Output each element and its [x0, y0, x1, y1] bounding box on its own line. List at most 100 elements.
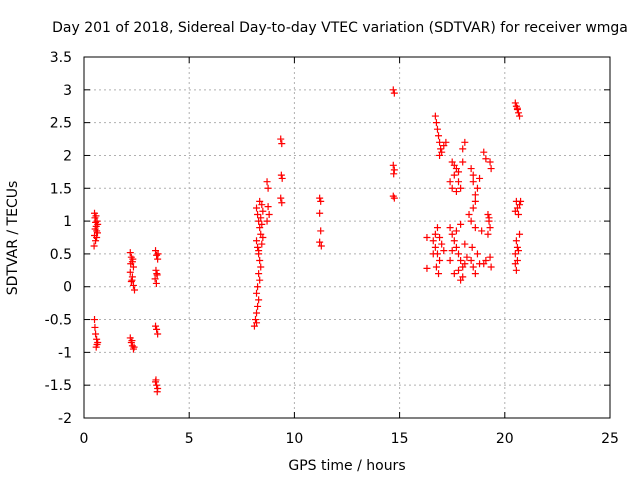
y-tick-label: 3	[63, 83, 72, 99]
data-point	[514, 211, 522, 219]
data-point	[93, 234, 101, 241]
data-point	[429, 237, 437, 245]
data-point	[316, 209, 324, 217]
data-point	[154, 250, 162, 258]
data-point	[455, 178, 463, 186]
grid	[84, 57, 610, 418]
data-point	[129, 281, 137, 289]
y-axis-title: SDTVAR / TECUs	[5, 181, 21, 296]
data-point	[431, 243, 439, 251]
data-point	[461, 138, 469, 146]
data-point	[485, 214, 493, 222]
data-point	[257, 263, 265, 271]
data-point	[476, 174, 484, 182]
data-point	[452, 243, 460, 251]
data-point	[90, 242, 98, 250]
data-point	[467, 165, 475, 173]
data-point	[126, 268, 134, 276]
data-point	[484, 211, 492, 219]
data-point	[455, 266, 463, 274]
data-point	[446, 178, 454, 186]
data-point	[255, 247, 263, 255]
data-point	[278, 174, 286, 182]
data-point	[457, 276, 465, 284]
data-point	[92, 212, 100, 220]
data-point	[152, 279, 160, 287]
data-point	[452, 227, 460, 235]
data-point	[253, 319, 261, 327]
y-tick-label: -2	[58, 411, 72, 427]
x-tick-label: 20	[496, 431, 514, 447]
data-point	[480, 148, 488, 156]
x-tick-label: 15	[391, 431, 409, 447]
data-point	[452, 188, 460, 196]
data-point	[253, 289, 261, 297]
data-point	[127, 260, 135, 268]
data-point	[436, 138, 444, 146]
data-point	[277, 135, 285, 143]
data-point	[469, 178, 477, 186]
data-point	[253, 204, 261, 212]
data-point	[438, 240, 446, 248]
data-point	[431, 230, 439, 238]
y-tick-label: 1.5	[50, 181, 72, 197]
data-point	[390, 89, 398, 97]
data-point	[251, 316, 259, 324]
data-point	[459, 145, 467, 153]
data-point	[487, 165, 495, 173]
data-point	[436, 234, 444, 241]
data-point	[153, 325, 161, 333]
data-point	[258, 240, 266, 248]
y-tick-label: 1	[63, 214, 72, 230]
data-point	[469, 263, 477, 271]
data-point	[129, 255, 137, 263]
data-point	[390, 166, 398, 174]
data-point	[471, 197, 479, 205]
data-point	[512, 266, 520, 274]
x-tick-label: 25	[601, 431, 619, 447]
data-point	[154, 330, 162, 338]
data-point	[423, 264, 431, 272]
y-tick-label: 2	[63, 148, 72, 164]
data-point	[455, 168, 463, 176]
x-tick-label: 10	[285, 431, 303, 447]
data-point	[93, 229, 101, 237]
data-point	[469, 171, 477, 179]
data-point	[253, 237, 261, 245]
data-point	[91, 225, 99, 233]
data-point	[450, 171, 458, 179]
y-tick-label: 2.5	[50, 116, 72, 132]
tick-labels: -2 -1.5 -1 -0.5 0 0.5 1 1.5 2 2.5 3 3.5 0 5 10 15 20 25	[45, 50, 619, 447]
y-tick-label: 0.5	[50, 247, 72, 263]
data-point	[437, 145, 445, 153]
data-point	[317, 227, 325, 235]
data-point	[433, 125, 441, 133]
data-point	[278, 199, 286, 207]
data-point	[153, 388, 161, 396]
data-point	[94, 220, 102, 228]
data-point	[316, 238, 324, 246]
data-point	[432, 263, 440, 271]
data-point	[471, 191, 479, 199]
data-point	[459, 158, 467, 166]
axis-ticks	[83, 56, 611, 419]
data-point	[473, 250, 481, 258]
data-point	[429, 250, 437, 258]
data-point	[94, 339, 102, 347]
data-point	[390, 194, 398, 202]
data-point	[264, 184, 272, 192]
data-point	[473, 184, 481, 192]
data-point	[516, 112, 524, 120]
data-point	[432, 119, 440, 127]
y-tick-label: 0	[63, 280, 72, 296]
data-point	[254, 302, 262, 310]
data-point	[486, 224, 494, 232]
data-point	[482, 155, 490, 163]
data-point	[433, 224, 441, 232]
data-point	[390, 170, 398, 178]
data-point	[277, 194, 285, 202]
x-tick-label: 0	[80, 431, 89, 447]
data-point	[278, 140, 286, 148]
data-point	[517, 197, 525, 205]
